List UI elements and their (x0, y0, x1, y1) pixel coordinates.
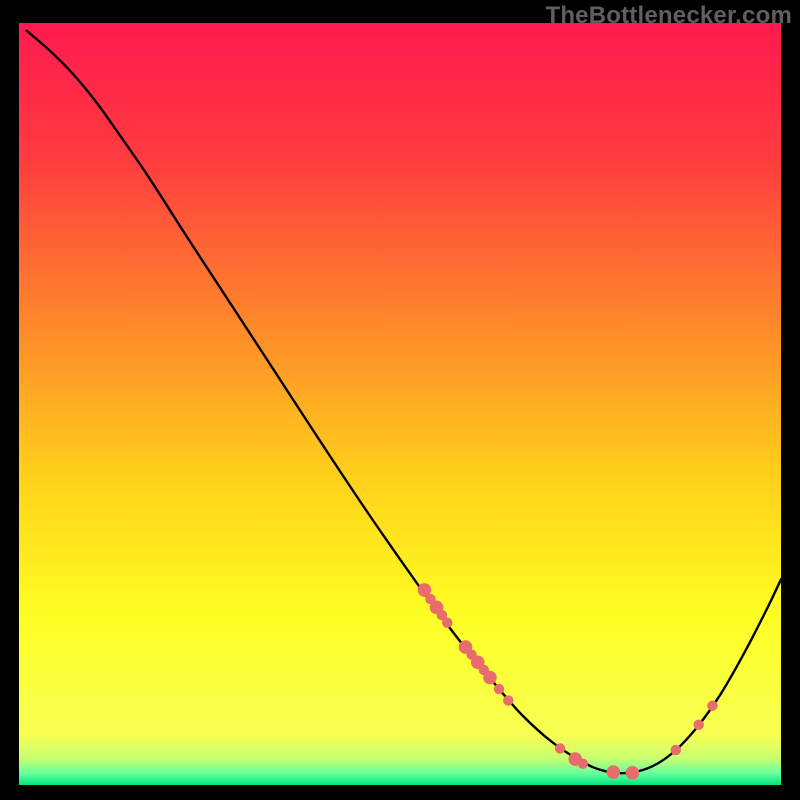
data-marker (494, 684, 504, 694)
data-marker (503, 695, 513, 705)
data-marker (483, 671, 497, 685)
data-marker (442, 617, 452, 627)
plot-area (19, 23, 781, 785)
data-marker (607, 765, 621, 779)
data-marker (694, 720, 704, 730)
data-marker (555, 743, 565, 753)
data-marker (707, 701, 717, 711)
plot-background (19, 23, 781, 785)
data-marker (578, 758, 588, 768)
data-marker (626, 766, 640, 780)
chart-frame: TheBottlenecker.com (0, 0, 800, 800)
chart-svg (19, 23, 781, 785)
data-marker (671, 745, 681, 755)
